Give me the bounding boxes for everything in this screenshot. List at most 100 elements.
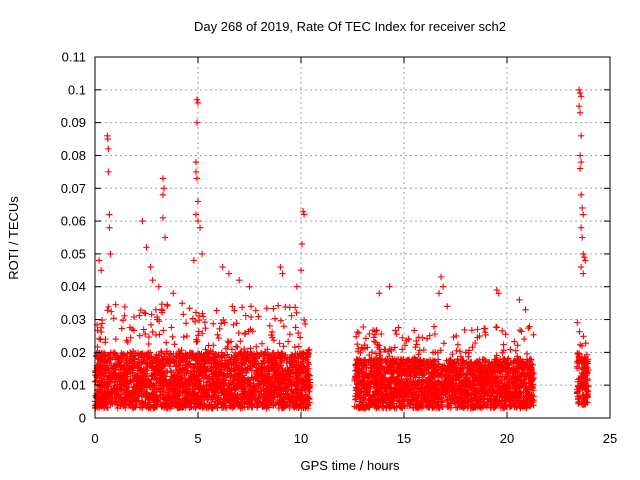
data-point <box>416 356 424 364</box>
data-point <box>526 375 534 383</box>
data-point <box>112 362 120 370</box>
data-point <box>215 334 222 342</box>
data-point <box>280 323 288 330</box>
data-point <box>452 389 459 397</box>
data-point <box>197 365 204 373</box>
data-point <box>491 401 498 409</box>
data-point <box>220 316 227 324</box>
data-point <box>291 396 298 403</box>
data-point <box>105 303 112 311</box>
data-point <box>154 397 161 405</box>
data-point <box>128 325 136 333</box>
data-point <box>268 328 276 336</box>
data-point <box>497 400 505 407</box>
data-point <box>369 326 377 334</box>
data-point <box>225 389 233 397</box>
data-point <box>238 359 246 366</box>
data-point <box>304 396 312 403</box>
data-point <box>303 378 310 385</box>
data-point <box>244 365 251 372</box>
data-point <box>438 371 445 379</box>
data-point <box>222 390 230 398</box>
data-point <box>468 389 476 397</box>
data-point <box>292 324 299 331</box>
data-point <box>507 346 514 353</box>
data-point <box>459 364 466 371</box>
data-point <box>203 389 211 396</box>
data-point <box>440 387 448 395</box>
data-point <box>180 311 187 318</box>
data-point <box>147 321 155 329</box>
data-point <box>393 404 400 412</box>
data-point <box>199 330 206 337</box>
data-point <box>291 404 298 411</box>
data-point <box>360 357 368 364</box>
data-point <box>470 374 477 382</box>
data-point <box>391 356 399 363</box>
data-point <box>133 373 140 380</box>
data-point <box>386 346 393 353</box>
data-point <box>121 312 128 319</box>
data-point <box>455 377 463 384</box>
data-point <box>152 306 160 313</box>
data-point <box>358 395 366 402</box>
data-point <box>279 378 286 385</box>
data-point <box>265 352 273 359</box>
data-point <box>195 328 202 335</box>
data-point <box>434 356 442 363</box>
data-point <box>128 389 136 396</box>
data-point <box>362 335 370 342</box>
data-point <box>366 379 374 386</box>
data-point <box>355 329 363 337</box>
data-point <box>170 350 177 358</box>
data-point <box>145 404 152 412</box>
data-point <box>210 389 218 397</box>
data-point <box>272 401 279 408</box>
data-point <box>530 387 537 394</box>
data-point <box>118 381 125 389</box>
data-point <box>481 380 489 387</box>
data-point <box>457 353 465 360</box>
data-point <box>237 368 244 376</box>
data-point <box>178 403 185 410</box>
data-point <box>241 356 249 363</box>
data-point <box>116 355 124 362</box>
data-point <box>512 392 520 400</box>
data-point <box>101 367 109 374</box>
data-point <box>100 352 107 360</box>
data-point <box>369 372 376 380</box>
data-point <box>155 363 162 371</box>
data-point <box>511 380 518 388</box>
data-point <box>158 307 166 314</box>
data-point <box>284 364 291 372</box>
data-point <box>466 376 473 384</box>
data-point <box>428 380 435 388</box>
data-point <box>225 339 233 346</box>
data-point <box>368 400 375 407</box>
data-point <box>460 357 467 365</box>
data-point <box>182 320 190 327</box>
data-point <box>271 387 279 395</box>
data-point <box>127 334 134 341</box>
data-point <box>176 387 183 395</box>
data-point <box>179 375 187 382</box>
data-point <box>398 346 406 353</box>
data-point <box>291 343 299 351</box>
data-point <box>476 356 483 364</box>
data-point <box>382 359 389 366</box>
data-point <box>297 351 304 359</box>
data-point <box>454 371 461 378</box>
data-point <box>256 369 264 377</box>
data-point <box>235 382 242 389</box>
data-point <box>284 401 291 409</box>
data-point <box>386 352 393 360</box>
data-point <box>122 389 129 396</box>
data-point <box>295 391 303 399</box>
data-point <box>406 369 413 377</box>
data-point <box>295 404 302 412</box>
data-point <box>162 396 169 404</box>
data-point <box>267 382 274 389</box>
data-point <box>354 366 362 374</box>
data-point <box>520 335 528 343</box>
data-point <box>494 369 502 376</box>
